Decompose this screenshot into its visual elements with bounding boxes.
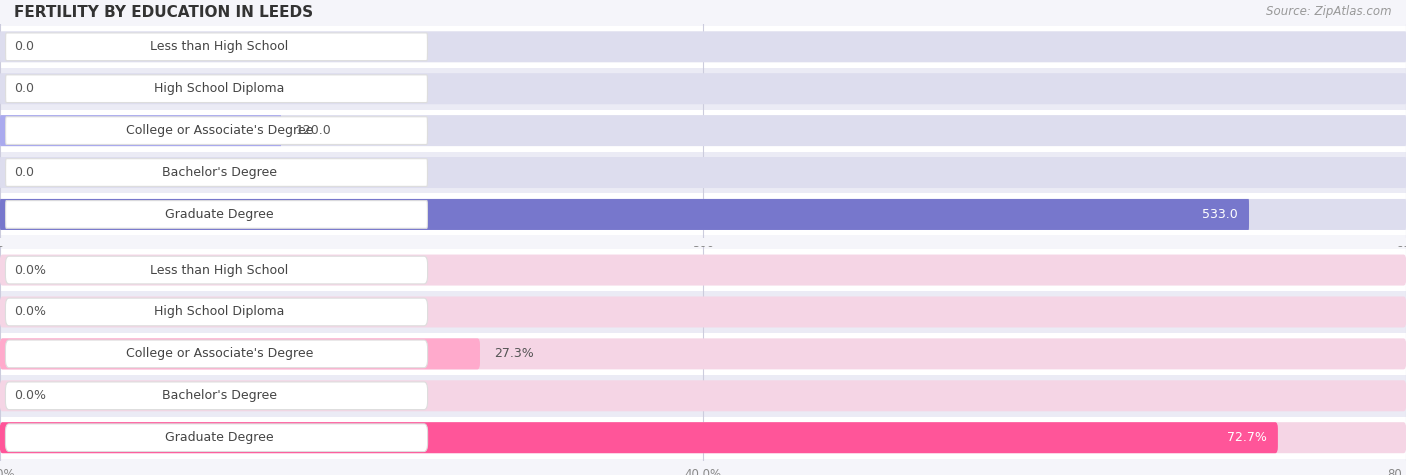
FancyBboxPatch shape: [6, 424, 427, 452]
Text: 120.0: 120.0: [295, 124, 330, 137]
Text: Source: ZipAtlas.com: Source: ZipAtlas.com: [1267, 5, 1392, 18]
FancyBboxPatch shape: [6, 117, 427, 144]
Bar: [0, 417, 1406, 459]
Text: 0.0: 0.0: [14, 82, 34, 95]
FancyBboxPatch shape: [0, 338, 479, 370]
FancyBboxPatch shape: [6, 159, 427, 186]
FancyBboxPatch shape: [0, 255, 1406, 285]
Text: FERTILITY BY EDUCATION IN LEEDS: FERTILITY BY EDUCATION IN LEEDS: [14, 5, 314, 20]
FancyBboxPatch shape: [6, 298, 427, 326]
FancyBboxPatch shape: [0, 422, 1406, 453]
FancyBboxPatch shape: [6, 200, 427, 228]
FancyBboxPatch shape: [0, 31, 1406, 62]
Text: 0.0%: 0.0%: [14, 264, 46, 276]
FancyBboxPatch shape: [0, 199, 1406, 230]
Text: 27.3%: 27.3%: [494, 347, 534, 361]
Bar: [0, 193, 1406, 236]
FancyBboxPatch shape: [6, 33, 427, 61]
Bar: [0, 291, 1406, 333]
Bar: [0, 333, 1406, 375]
Text: 0.0%: 0.0%: [14, 390, 46, 402]
Bar: [0, 110, 1406, 152]
Bar: [0, 249, 1406, 291]
Text: Graduate Degree: Graduate Degree: [165, 208, 274, 221]
FancyBboxPatch shape: [6, 75, 427, 103]
Text: Less than High School: Less than High School: [150, 40, 288, 53]
FancyBboxPatch shape: [0, 380, 1406, 411]
FancyBboxPatch shape: [0, 115, 1406, 146]
Text: 0.0%: 0.0%: [14, 305, 46, 318]
Text: 0.0: 0.0: [14, 40, 34, 53]
Text: Bachelor's Degree: Bachelor's Degree: [162, 166, 277, 179]
Bar: [0, 375, 1406, 417]
Text: College or Associate's Degree: College or Associate's Degree: [125, 347, 314, 361]
FancyBboxPatch shape: [0, 296, 1406, 327]
FancyBboxPatch shape: [0, 157, 1406, 188]
Text: College or Associate's Degree: College or Associate's Degree: [125, 124, 314, 137]
FancyBboxPatch shape: [6, 382, 427, 409]
Bar: [0, 26, 1406, 68]
FancyBboxPatch shape: [0, 73, 1406, 104]
Text: 72.7%: 72.7%: [1226, 431, 1267, 444]
Bar: [0, 68, 1406, 110]
FancyBboxPatch shape: [6, 340, 427, 368]
FancyBboxPatch shape: [0, 115, 281, 146]
Text: Bachelor's Degree: Bachelor's Degree: [162, 390, 277, 402]
Text: Graduate Degree: Graduate Degree: [165, 431, 274, 444]
Text: High School Diploma: High School Diploma: [155, 305, 284, 318]
FancyBboxPatch shape: [0, 338, 1406, 370]
Text: Less than High School: Less than High School: [150, 264, 288, 276]
FancyBboxPatch shape: [0, 199, 1249, 230]
Text: 533.0: 533.0: [1202, 208, 1237, 221]
FancyBboxPatch shape: [0, 422, 1278, 453]
Text: High School Diploma: High School Diploma: [155, 82, 284, 95]
Text: 0.0: 0.0: [14, 166, 34, 179]
Bar: [0, 152, 1406, 193]
FancyBboxPatch shape: [6, 256, 427, 284]
